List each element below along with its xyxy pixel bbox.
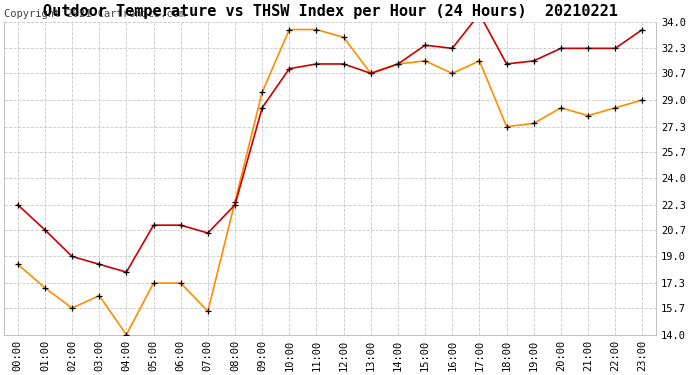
THSW (°F) xyxy=(638,98,647,102)
THSW (°F) xyxy=(313,27,321,32)
THSW (°F) xyxy=(530,121,538,126)
Temperature (°F) xyxy=(638,27,647,32)
THSW (°F) xyxy=(339,35,348,40)
Title: Outdoor Temperature vs THSW Index per Hour (24 Hours)  20210221: Outdoor Temperature vs THSW Index per Ho… xyxy=(43,4,618,19)
Line: Temperature (°F): Temperature (°F) xyxy=(14,10,646,276)
Temperature (°F) xyxy=(557,46,565,51)
THSW (°F) xyxy=(584,113,592,118)
Temperature (°F) xyxy=(177,223,185,227)
THSW (°F) xyxy=(502,124,511,129)
THSW (°F) xyxy=(204,309,212,314)
THSW (°F) xyxy=(14,262,22,267)
Temperature (°F) xyxy=(14,202,22,207)
THSW (°F) xyxy=(285,27,293,32)
Temperature (°F) xyxy=(475,12,484,16)
THSW (°F) xyxy=(475,58,484,63)
THSW (°F) xyxy=(366,71,375,76)
Temperature (°F) xyxy=(68,254,76,259)
Temperature (°F) xyxy=(394,62,402,66)
Temperature (°F) xyxy=(313,62,321,66)
THSW (°F) xyxy=(150,281,158,285)
THSW (°F) xyxy=(231,200,239,204)
Temperature (°F) xyxy=(204,231,212,235)
Temperature (°F) xyxy=(448,46,456,51)
Temperature (°F) xyxy=(584,46,592,51)
Temperature (°F) xyxy=(339,62,348,66)
Temperature (°F) xyxy=(41,228,49,232)
THSW (°F) xyxy=(557,105,565,110)
Temperature (°F) xyxy=(258,105,266,110)
THSW (°F) xyxy=(448,71,456,76)
Temperature (°F) xyxy=(231,202,239,207)
Temperature (°F) xyxy=(611,46,620,51)
Temperature (°F) xyxy=(122,270,130,274)
Line: THSW (°F): THSW (°F) xyxy=(14,26,646,338)
THSW (°F) xyxy=(95,293,104,298)
THSW (°F) xyxy=(258,90,266,94)
Temperature (°F) xyxy=(366,71,375,76)
Temperature (°F) xyxy=(530,58,538,63)
THSW (°F) xyxy=(122,333,130,337)
THSW (°F) xyxy=(421,58,429,63)
Text: Copyright 2021 Cartronics.com: Copyright 2021 Cartronics.com xyxy=(4,9,186,19)
Temperature (°F) xyxy=(150,223,158,227)
THSW (°F) xyxy=(177,281,185,285)
Temperature (°F) xyxy=(502,62,511,66)
THSW (°F) xyxy=(41,285,49,290)
Temperature (°F) xyxy=(95,262,104,267)
Temperature (°F) xyxy=(285,66,293,71)
Temperature (°F) xyxy=(421,43,429,48)
THSW (°F) xyxy=(68,306,76,310)
THSW (°F) xyxy=(394,62,402,66)
THSW (°F) xyxy=(611,105,620,110)
